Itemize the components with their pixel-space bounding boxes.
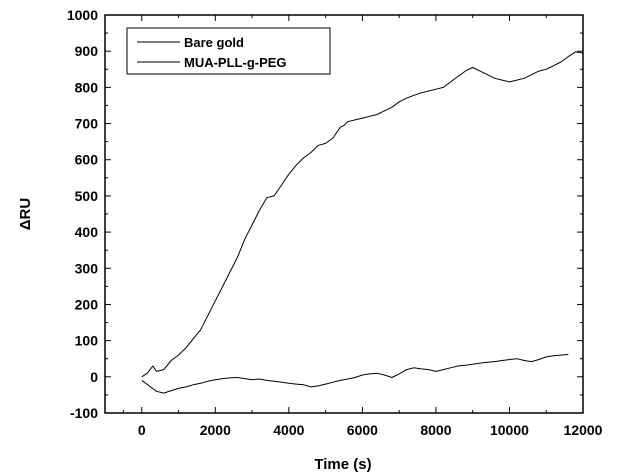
x-tick-label: 4000 bbox=[273, 422, 304, 438]
y-tick-label: 0 bbox=[90, 369, 98, 385]
y-tick-label: 100 bbox=[75, 333, 99, 349]
x-tick-label: 12000 bbox=[564, 422, 603, 438]
y-axis-ticks: -100 0 100 200 300 400 500 600 700 800 900 1000 bbox=[67, 7, 583, 421]
y-tick-label: 1000 bbox=[67, 7, 98, 23]
legend-label-mua-pll-g-peg: MUA-PLL-g-PEG bbox=[184, 55, 287, 70]
y-tick-label: 500 bbox=[75, 188, 99, 204]
y-tick-label: 300 bbox=[75, 260, 99, 276]
x-tick-label: 6000 bbox=[347, 422, 378, 438]
x-tick-label: 10000 bbox=[490, 422, 529, 438]
y-tick-label: 800 bbox=[75, 79, 99, 95]
x-axis-ticks: 0 2000 4000 6000 8000 10000 12000 bbox=[122, 15, 603, 438]
y-axis-title: ΔRU bbox=[17, 198, 34, 230]
x-axis-title: Time (s) bbox=[314, 456, 371, 473]
y-tick-label: 900 bbox=[75, 43, 99, 59]
x-tick-label: 2000 bbox=[200, 422, 231, 438]
plot-frame bbox=[104, 14, 584, 414]
y-tick-label: -100 bbox=[70, 405, 98, 421]
y-tick-label: 700 bbox=[75, 116, 99, 132]
x-tick-label: 8000 bbox=[420, 422, 451, 438]
legend-box bbox=[126, 27, 331, 75]
series-line-mua-pll-g-peg bbox=[141, 353, 569, 394]
y-tick-label: 600 bbox=[75, 152, 99, 168]
y-tick-label: 400 bbox=[75, 224, 99, 240]
x-tick-label: 0 bbox=[138, 422, 146, 438]
legend: Bare gold MUA-PLL-g-PEG bbox=[126, 27, 331, 75]
series-layer bbox=[141, 51, 584, 394]
legend-label-bare-gold: Bare gold bbox=[184, 35, 244, 50]
series-line-bare-gold bbox=[141, 51, 584, 378]
y-tick-label: 200 bbox=[75, 296, 99, 312]
